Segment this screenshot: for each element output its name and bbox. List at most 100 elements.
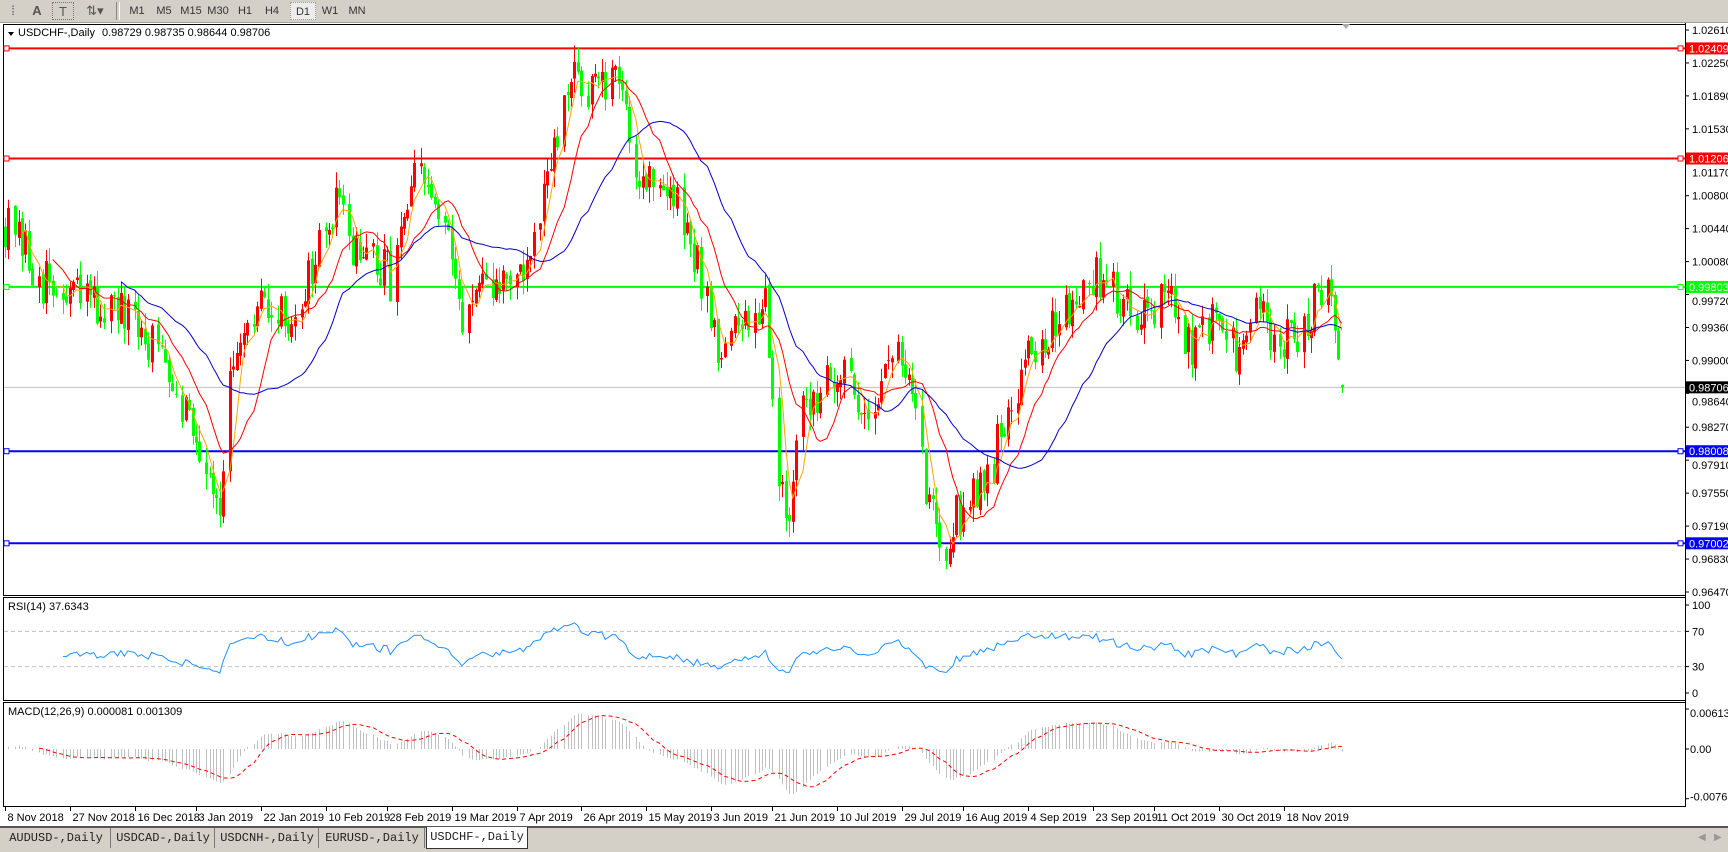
candle [215,488,218,514]
timeframe-mn[interactable]: MN [348,5,366,17]
candle-body [468,304,471,333]
scroll-right-icon[interactable]: ▶ [1714,832,1722,843]
chart-tab[interactable]: USDCNH-,Daily [216,828,319,848]
candle [1126,284,1129,311]
candle-body [123,295,126,329]
candle-body [287,323,290,334]
chart-window[interactable]: 1.02610 1.02250 1.01890 1.01530 1.01170 1.008… [0,23,1728,826]
candle-body [693,243,696,273]
candle [62,284,65,315]
candle-body [897,341,900,362]
current-price-label: 0.98706 [1689,382,1728,394]
candle [253,314,256,336]
timeframe-m30[interactable]: M30 [207,5,229,17]
price-pane [3,24,1686,596]
timeframe-m15[interactable]: M15 [180,5,202,17]
candle-body [1143,299,1146,328]
candle-body [659,185,662,189]
candle-body [996,423,999,484]
text-a-icon[interactable]: A [32,3,42,18]
candle [475,288,478,307]
chart-tab[interactable]: USDCHF-,Daily [426,827,528,849]
candle-body [666,186,669,197]
candle-body [38,276,41,288]
scroll-left-icon[interactable]: ◀ [1698,832,1706,843]
date-tick-label: 18 Nov 2019 [1287,812,1349,824]
timeframe-d1[interactable]: D1 [290,2,316,20]
chart-symbol: USDCHF-,Daily [18,27,96,39]
candle [1088,280,1091,297]
candle-body [198,441,201,462]
candle-body [648,166,651,188]
candle [338,180,341,205]
candle-body [215,494,218,499]
chart-canvas[interactable]: 1.02610 1.02250 1.01890 1.01530 1.01170 1.008… [0,23,1728,826]
candle [379,262,382,287]
candle-body [239,342,242,356]
candle-body [1269,320,1272,351]
candle [1044,328,1047,358]
candle [1273,323,1276,363]
timeframe-h4[interactable]: H4 [264,5,280,17]
candle-body [1030,336,1033,355]
candle-body [52,280,55,296]
candle [127,293,130,346]
candle-body [795,440,798,481]
candle-body [1122,299,1125,317]
timeframe-h1[interactable]: H1 [237,5,253,17]
candle-body [209,473,212,475]
candle-body [1215,307,1218,313]
candle [925,448,928,506]
candle-body [1058,324,1061,336]
text-label-icon[interactable]: T [52,2,74,20]
candle-body [243,332,246,345]
candle-body [509,275,512,285]
candle [618,55,621,100]
arrows-dropdown-icon[interactable]: ⇅▾ [86,3,104,18]
candle-body [1092,285,1095,296]
candle-body [1238,346,1241,375]
timeframe-m1[interactable]: M1 [129,5,145,17]
candle [7,199,10,260]
period-separator-icon[interactable]: ⁞ [11,3,15,18]
candle [1143,283,1146,344]
candle-body [331,227,334,230]
candle-body [567,91,570,96]
candle [928,487,931,509]
candle [976,470,979,509]
candle-body [1116,272,1119,314]
candle [587,81,590,110]
candle-body [164,349,167,363]
date-tick-label: 16 Dec 2018 [138,812,200,824]
candle [396,238,399,316]
candle [89,274,92,308]
chart-tab[interactable]: USDCAD-,Daily [112,828,215,848]
candle [1024,349,1027,376]
timeframe-m5[interactable]: M5 [156,5,172,17]
candle [478,275,481,298]
candle [730,327,733,351]
candle [573,45,576,93]
candle-body [720,358,723,360]
candle [969,500,972,515]
candle-body [979,472,982,511]
candle [348,193,351,251]
candle-body [1075,301,1078,305]
candle [952,522,955,558]
candle-body [904,364,907,378]
candle [539,222,542,241]
candle [151,323,154,373]
chart-tab[interactable]: AUDUSD-,Daily [2,828,111,848]
candle [434,193,437,209]
timeframe-w1[interactable]: W1 [321,5,339,17]
date-tick-label: 10 Jul 2019 [840,812,897,824]
candle-body [372,243,375,247]
date-tick-label: 28 Feb 2019 [390,812,452,824]
candle [949,536,952,568]
candle-body [628,106,631,143]
candle-body [76,277,79,281]
chart-ohlc: 0.98729 0.98735 0.98644 0.98706 [102,27,270,39]
candle-body [577,62,580,72]
candle-body [642,176,645,188]
chart-tab[interactable]: EURUSD-,Daily [320,828,425,848]
